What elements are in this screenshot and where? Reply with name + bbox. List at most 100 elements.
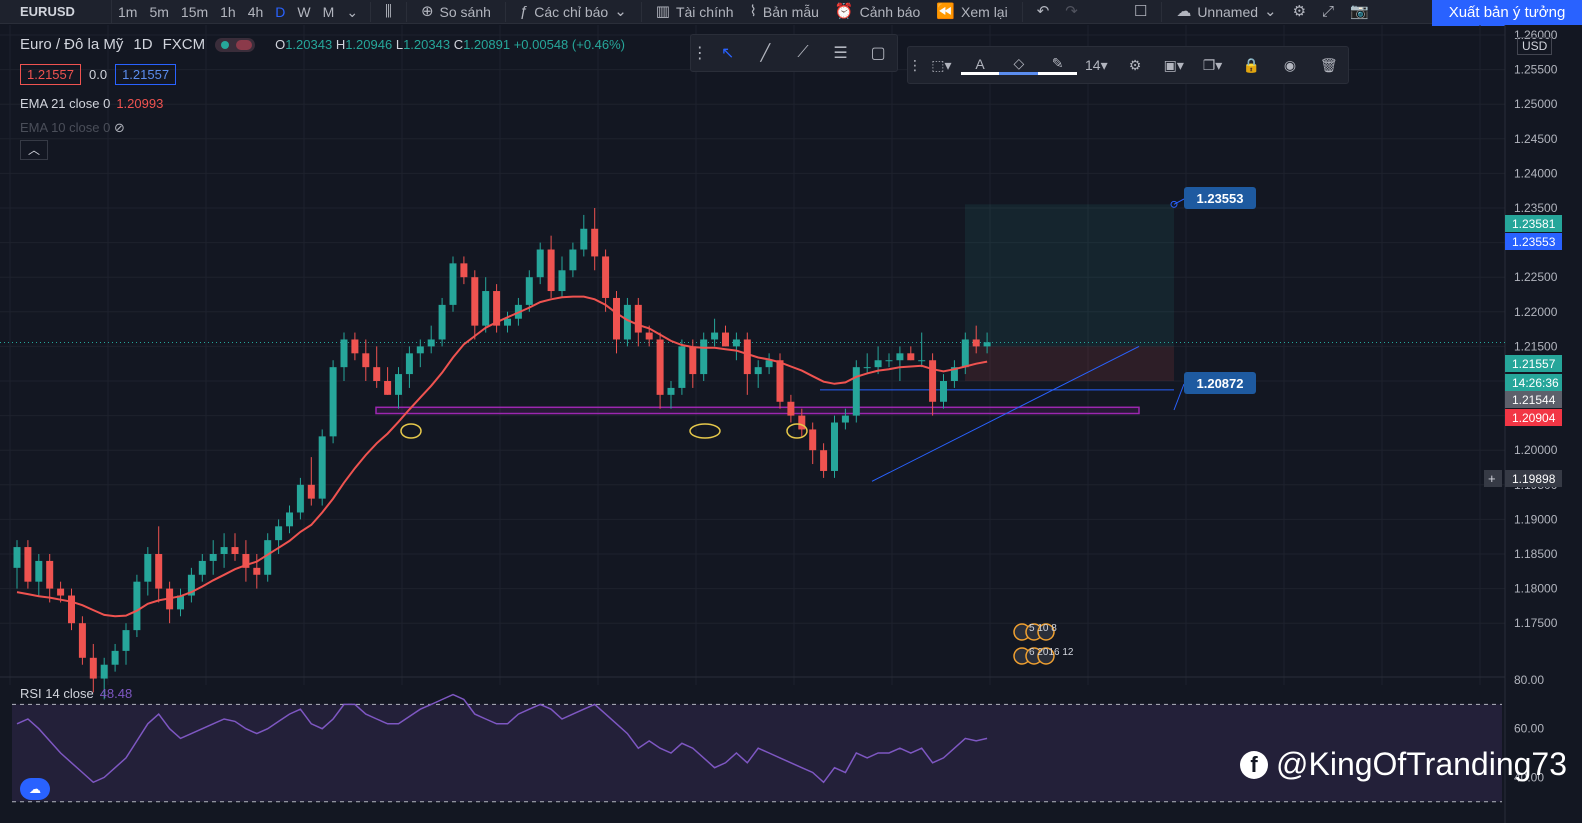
candle-body [438, 304, 446, 340]
rsi-legend[interactable]: RSI 14 close 48.48 [20, 686, 132, 701]
financials-label: Tài chính [675, 3, 734, 20]
timeframe-d[interactable]: D [275, 3, 286, 20]
compare-button[interactable]: ⊕ So sánh [413, 0, 499, 24]
timeframe-1h[interactable]: 1h [220, 3, 236, 20]
timeframe-15m[interactable]: 15m [180, 3, 209, 20]
candle-body [776, 360, 784, 402]
low-value: 1.20343 [403, 37, 451, 52]
clone-icon[interactable]: ❐▾ [1202, 56, 1223, 73]
rectangle-icon[interactable]: ▢ [870, 45, 886, 62]
timeframe-m[interactable]: M [322, 3, 335, 20]
pencil-icon[interactable]: ✎ [1038, 55, 1077, 75]
candle-body [722, 332, 729, 347]
drag-handle-icon[interactable]: ⋮ [691, 45, 708, 62]
drag-handle-icon[interactable]: ⋮ [908, 56, 922, 73]
chevron-down-icon: ⌄ [1264, 2, 1277, 20]
chart-canvas[interactable]: 1.26000 1.25500 1.25000 1.24500 1.24000 1.235… [0, 25, 1582, 823]
template-icon: ⌇ [749, 2, 757, 20]
symbol-search[interactable]: EURUSD [0, 0, 112, 24]
chevron-down-icon[interactable]: ⌄ [346, 3, 359, 20]
candle-body [460, 263, 468, 278]
undo-button[interactable]: ↶ [1029, 0, 1058, 24]
candle-body [940, 381, 947, 402]
layout-button[interactable]: ☁ Unnamed ⌄ [1168, 0, 1284, 24]
candle-body [24, 547, 32, 582]
price-badge-text: 1.23553 [1512, 235, 1556, 249]
buy-button[interactable]: 1.21557 [115, 64, 177, 85]
chevron-down-icon: ⌄ [614, 2, 627, 20]
eye-hidden-icon[interactable]: ⊘ [113, 120, 125, 135]
compare-label: So sánh [439, 3, 491, 20]
timeframe-5m[interactable]: 5m [149, 3, 169, 20]
lock-icon[interactable]: 🔒 [1242, 56, 1260, 73]
price-badge [1505, 374, 1562, 391]
candle-body [961, 339, 969, 368]
visual-order-icon[interactable]: ▣▾ [1163, 56, 1184, 73]
alarm-clock-icon: ⏰ [834, 2, 854, 20]
sell-button[interactable]: 1.21557 [20, 64, 81, 85]
gear-icon[interactable]: ⚙ [1128, 56, 1142, 73]
candle-body [155, 554, 163, 589]
chart-type-button[interactable]: ⫼ [377, 0, 400, 24]
price-tick-label: 1.25000 [1514, 97, 1558, 111]
ray-icon[interactable]: ⟋ [797, 44, 809, 61]
indicators-button[interactable]: ƒ Các chỉ báo ⌄ [512, 0, 635, 24]
watermark-text: @KingOfTranding73 [1276, 746, 1568, 782]
snapshot-button[interactable]: 📷 [1342, 0, 1377, 24]
candle-body [809, 429, 817, 451]
price-badge [1505, 215, 1562, 232]
target-zone [965, 204, 1174, 347]
font-size-select[interactable]: 14▾ [1085, 56, 1108, 73]
candle-body [983, 342, 991, 347]
parallel-lines-icon[interactable]: ☰ [833, 45, 848, 62]
drawing-properties-toolbar: ⋮ ⬚▾ A ◇ ✎ 14▾ ⚙ ▣▾ ❐▾ 🔒 ◉ 🗑 [907, 46, 1349, 84]
candle-body [351, 339, 359, 354]
trend-line-icon[interactable]: ╱ [760, 45, 771, 62]
currency-label[interactable]: USD [1517, 37, 1553, 55]
timeframe-4h[interactable]: 4h [247, 3, 264, 20]
collapse-legend-button[interactable]: ︿ [20, 140, 48, 160]
market-status-toggle[interactable] [215, 37, 256, 52]
candle-body [100, 664, 108, 679]
ohlc-values: O1.20343 H1.20946 L1.20343 C1.20891 +0.0… [275, 37, 625, 52]
ema21-label: EMA 21 close 0 [20, 96, 111, 111]
rsi-value: 48.48 [99, 686, 133, 701]
event-flag-icon [1037, 623, 1055, 641]
alerts-button[interactable]: ⏰ Cảnh báo [827, 0, 928, 24]
spread-value: 0.0 [89, 67, 108, 82]
fill-color-icon[interactable]: ◇ [999, 55, 1039, 75]
candle-body [78, 623, 86, 658]
ema10-legend[interactable]: EMA 10 close 0 ⊘ [20, 120, 125, 136]
template-dropdown-icon[interactable]: ⬚▾ [931, 56, 952, 73]
eye-icon[interactable]: ◉ [1283, 56, 1297, 73]
candle-body [340, 339, 348, 368]
settings-button[interactable]: ⚙ [1285, 0, 1314, 24]
candle-body [580, 228, 588, 250]
fullscreen-button[interactable]: ⤢ [1314, 0, 1342, 24]
trade-buttons: 1.21557 0.0 1.21557 [20, 64, 177, 85]
expand-icon: ⤢ [1322, 2, 1335, 20]
trash-icon[interactable]: 🗑 [1319, 56, 1338, 73]
ema10-label: EMA 10 close 0 [20, 120, 111, 135]
redo-button[interactable]: ↷ [1057, 0, 1086, 24]
timeframe-w[interactable]: W [297, 3, 311, 20]
candle-body [896, 353, 904, 361]
candle-body [558, 270, 566, 292]
tradingview-logo[interactable]: ☁ [20, 778, 50, 800]
templates-button[interactable]: ⌇ Bản mẫu [742, 0, 827, 24]
replay-button[interactable]: ⏪ Xem lại [928, 0, 1015, 24]
open-label: O [275, 37, 286, 52]
cursor-icon[interactable]: ↖ [720, 45, 735, 62]
chevron-up-icon: ︿ [27, 143, 40, 157]
high-value: 1.20946 [345, 37, 393, 52]
ema21-legend[interactable]: EMA 21 close 0 1.20993 [20, 96, 163, 111]
layout-name: Unnamed [1197, 3, 1259, 20]
text-color-icon[interactable]: A [960, 56, 1000, 75]
divider [405, 1, 407, 22]
candle-body [765, 360, 773, 368]
timeframe-1m[interactable]: 1m [118, 3, 138, 20]
publish-idea-button[interactable]: Xuất bản ý tưởng [1432, 0, 1582, 26]
support-zone-rect [375, 406, 1140, 415]
fullscreen-square-button[interactable]: ☐ [1126, 0, 1155, 24]
financials-button[interactable]: ▥ Tài chính [648, 0, 742, 24]
